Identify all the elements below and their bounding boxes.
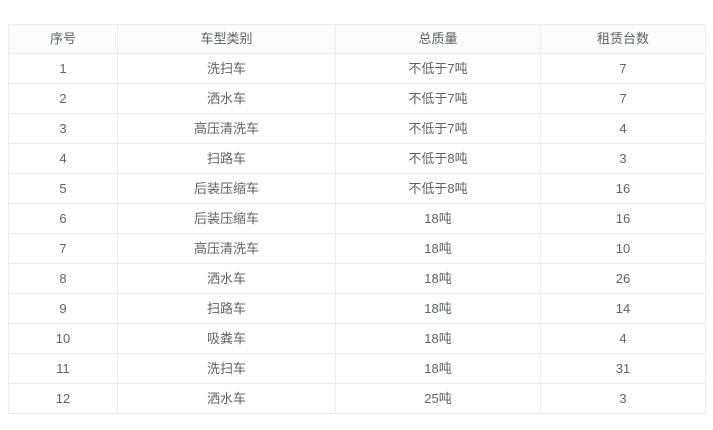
table-cell-mass: 不低于8吨	[335, 173, 541, 204]
table-cell-mass: 18吨	[335, 233, 541, 264]
column-header-quantity: 租赁台数	[540, 24, 706, 54]
table-cell-quantity: 31	[540, 353, 706, 384]
column-header-type: 车型类别	[117, 24, 336, 54]
table-cell-index: 2	[8, 83, 118, 114]
table-cell-quantity: 10	[540, 233, 706, 264]
table-cell-quantity: 3	[540, 143, 706, 174]
table-cell-mass: 25吨	[335, 383, 541, 414]
table-row: 6 后装压缩车 18吨 16	[8, 203, 706, 234]
column-header-mass: 总质量	[335, 24, 541, 54]
table-cell-quantity: 26	[540, 263, 706, 294]
table-cell-index: 11	[8, 353, 118, 384]
table-cell-type: 吸粪车	[117, 323, 336, 354]
table-cell-mass: 不低于7吨	[335, 83, 541, 114]
table-cell-type: 高压清洗车	[117, 233, 336, 264]
table-cell-type: 后装压缩车	[117, 203, 336, 234]
table-cell-index: 1	[8, 53, 118, 84]
table-row: 7 高压清洗车 18吨 10	[8, 233, 706, 264]
table-row: 3 高压清洗车 不低于7吨 4	[8, 113, 706, 144]
table-cell-type: 洒水车	[117, 263, 336, 294]
table-cell-mass: 18吨	[335, 323, 541, 354]
column-header-index: 序号	[8, 24, 118, 54]
table-row: 4 扫路车 不低于8吨 3	[8, 143, 706, 174]
table-cell-quantity: 4	[540, 323, 706, 354]
table-cell-index: 6	[8, 203, 118, 234]
table-row: 9 扫路车 18吨 14	[8, 293, 706, 324]
table-cell-mass: 不低于7吨	[335, 53, 541, 84]
table-cell-quantity: 16	[540, 173, 706, 204]
table-body: 1 洗扫车 不低于7吨 7 2 洒水车 不低于7吨 7 3 高压清洗车 不低于7吨 4 4 扫路车 不低于8…	[8, 53, 706, 414]
table-cell-index: 12	[8, 383, 118, 414]
table-cell-index: 3	[8, 113, 118, 144]
table-cell-mass: 不低于8吨	[335, 143, 541, 174]
table-row: 5 后装压缩车 不低于8吨 16	[8, 173, 706, 204]
table-cell-type: 扫路车	[117, 293, 336, 324]
table-row: 12 洒水车 25吨 3	[8, 383, 706, 414]
table-cell-type: 高压清洗车	[117, 113, 336, 144]
table-cell-mass: 18吨	[335, 353, 541, 384]
table-cell-index: 9	[8, 293, 118, 324]
table-cell-quantity: 4	[540, 113, 706, 144]
table-cell-type: 洒水车	[117, 383, 336, 414]
table-container: 序号 车型类别 总质量 租赁台数 1 洗扫车 不低于7吨 7 2 洒水车 不低于7吨 7 3 高压…	[8, 24, 706, 414]
table-cell-mass: 18吨	[335, 293, 541, 324]
table-cell-index: 4	[8, 143, 118, 174]
table-row: 10 吸粪车 18吨 4	[8, 323, 706, 354]
table-cell-type: 扫路车	[117, 143, 336, 174]
table-cell-mass: 不低于7吨	[335, 113, 541, 144]
header-row: 序号 车型类别 总质量 租赁台数	[8, 24, 706, 54]
table-row: 1 洗扫车 不低于7吨 7	[8, 53, 706, 84]
table-cell-quantity: 3	[540, 383, 706, 414]
table-cell-type: 后装压缩车	[117, 173, 336, 204]
table-header: 序号 车型类别 总质量 租赁台数	[8, 24, 706, 54]
vehicle-rental-table: 序号 车型类别 总质量 租赁台数 1 洗扫车 不低于7吨 7 2 洒水车 不低于7吨 7 3 高压…	[8, 24, 706, 414]
table-cell-index: 5	[8, 173, 118, 204]
table-cell-index: 10	[8, 323, 118, 354]
table-cell-mass: 18吨	[335, 203, 541, 234]
table-cell-type: 洒水车	[117, 83, 336, 114]
table-row: 11 洗扫车 18吨 31	[8, 353, 706, 384]
table-cell-quantity: 16	[540, 203, 706, 234]
table-row: 2 洒水车 不低于7吨 7	[8, 83, 706, 114]
table-cell-quantity: 7	[540, 83, 706, 114]
table-cell-type: 洗扫车	[117, 53, 336, 84]
table-cell-quantity: 7	[540, 53, 706, 84]
table-cell-index: 8	[8, 263, 118, 294]
table-row: 8 洒水车 18吨 26	[8, 263, 706, 294]
table-cell-mass: 18吨	[335, 263, 541, 294]
table-cell-quantity: 14	[540, 293, 706, 324]
table-cell-index: 7	[8, 233, 118, 264]
table-cell-type: 洗扫车	[117, 353, 336, 384]
